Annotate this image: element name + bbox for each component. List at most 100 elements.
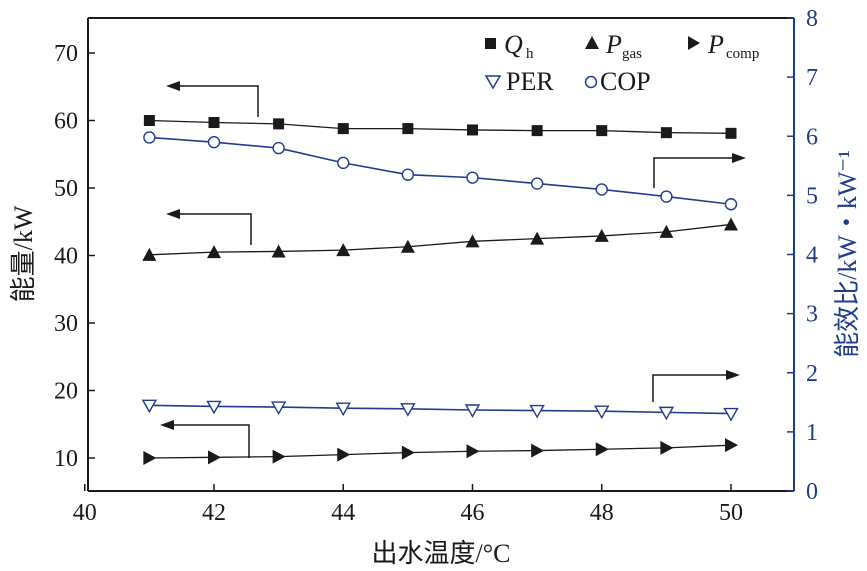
data-point-pgas — [724, 217, 738, 231]
arrow-pcomp-left — [160, 420, 250, 458]
series-line-pcomp — [149, 444, 732, 459]
data-point-cop — [143, 131, 156, 144]
data-point-qh — [660, 127, 672, 139]
y-right-tick-label: 4 — [806, 243, 818, 269]
legend-item-per: PER — [484, 67, 554, 96]
y-right-tick-label: 5 — [806, 183, 818, 209]
legend-sub-pcomp: comp — [726, 46, 759, 62]
y-left-tick-label: 20 — [54, 379, 78, 405]
data-point-qh — [337, 123, 349, 135]
legend-label-pgas: P — [605, 30, 622, 59]
y-right-tick-label: 0 — [806, 479, 818, 505]
data-point-pcomp — [595, 442, 609, 457]
y-axis-left-title: 能量/kW — [9, 205, 38, 302]
y-right-tick-label: 2 — [806, 361, 818, 387]
data-point-per — [464, 404, 481, 418]
y-right-tick-label: 1 — [806, 420, 818, 446]
legend-label-cop: COP — [600, 67, 651, 96]
data-point-qh — [143, 115, 155, 126]
data-point-per — [335, 402, 351, 417]
data-point-pgas — [659, 224, 674, 238]
legend-label-pcomp: P — [707, 30, 724, 59]
data-point-pcomp — [337, 447, 351, 462]
y-left-tick-label: 60 — [54, 109, 78, 135]
data-point-cop — [595, 183, 608, 196]
data-point-per — [723, 407, 739, 422]
data-point-pgas — [594, 228, 609, 242]
x-axis-title: 出水温度/°C — [372, 539, 511, 568]
series-line-qh — [149, 119, 732, 134]
legend: Q h P gas P comp PER COP — [484, 30, 759, 96]
y-left-tick-label: 70 — [54, 41, 78, 67]
legend-item-qh: Q h — [485, 30, 534, 62]
series-line-cop — [149, 136, 732, 206]
data-point-pcomp — [660, 440, 674, 455]
data-point-cop — [660, 190, 673, 203]
arrow-per-right — [652, 370, 740, 402]
legend-marker-cop — [584, 75, 598, 89]
x-tick-label: 42 — [202, 500, 226, 526]
data-point-per — [141, 399, 158, 414]
data-point-pgas — [207, 245, 221, 259]
annotation-arrows — [160, 81, 746, 458]
data-point-pgas — [530, 231, 545, 245]
data-point-pcomp — [725, 438, 738, 453]
y-axis-right-title: 能效比/kW・kW⁻¹ — [833, 150, 862, 358]
data-point-pcomp — [401, 445, 415, 460]
data-point-cop — [272, 141, 285, 155]
data-point-pcomp — [143, 451, 157, 465]
arrow-pgas-left — [166, 209, 252, 245]
arrow-cop-right — [653, 153, 746, 188]
data-point-pcomp — [466, 444, 480, 459]
y-right-tick-label: 3 — [806, 302, 818, 328]
data-point-qh — [402, 123, 414, 135]
legend-sub-qh: h — [526, 46, 534, 62]
data-point-pcomp — [531, 443, 545, 458]
legend-label-qh: Q — [504, 30, 523, 59]
legend-item-pgas: P gas — [585, 30, 642, 62]
x-tick-label: 48 — [590, 500, 614, 526]
data-point-pgas — [142, 247, 157, 261]
data-point-qh — [273, 118, 285, 130]
data-point-pcomp — [208, 450, 221, 465]
legend-sub-pgas: gas — [622, 46, 642, 62]
data-point-pgas — [336, 243, 351, 257]
data-point-per — [400, 403, 416, 417]
data-point-qh — [467, 124, 478, 136]
y-left-tick-label: 50 — [54, 176, 78, 202]
y-right-tick-label: 6 — [806, 124, 818, 150]
data-point-pgas — [271, 244, 286, 258]
legend-item-pcomp: P comp — [688, 30, 759, 62]
data-point-per — [658, 406, 675, 421]
data-point-per — [529, 404, 545, 419]
data-point-pcomp — [272, 449, 286, 464]
data-point-per — [594, 405, 610, 420]
x-tick-label: 44 — [331, 500, 355, 526]
data-point-cop — [401, 168, 415, 181]
data-point-pgas — [400, 239, 415, 253]
series-line-per — [149, 404, 732, 415]
series-line-pgas — [149, 223, 732, 256]
data-point-qh — [531, 125, 543, 137]
data-point-pgas — [465, 234, 480, 248]
data-point-cop — [530, 177, 544, 190]
x-tick-label: 46 — [461, 500, 485, 526]
data-point-cop — [466, 171, 479, 184]
x-tick-label: 50 — [719, 500, 743, 526]
legend-marker-pgas — [585, 36, 599, 49]
legend-label-per: PER — [506, 67, 554, 96]
y-left-tick-label: 10 — [54, 446, 78, 472]
data-point-cop — [207, 135, 221, 149]
data-point-qh — [208, 117, 220, 129]
legend-item-cop: COP — [584, 67, 651, 96]
y-left-tick-label: 30 — [54, 311, 78, 337]
data-point-per — [206, 400, 222, 415]
data-point-cop — [724, 198, 738, 211]
arrow-qh-left — [166, 81, 259, 117]
legend-marker-per — [484, 75, 502, 90]
x-tick-label: 40 — [73, 500, 97, 526]
data-point-cop — [337, 156, 350, 170]
legend-marker-pcomp — [688, 36, 700, 50]
y-left-tick-label: 40 — [54, 244, 78, 270]
